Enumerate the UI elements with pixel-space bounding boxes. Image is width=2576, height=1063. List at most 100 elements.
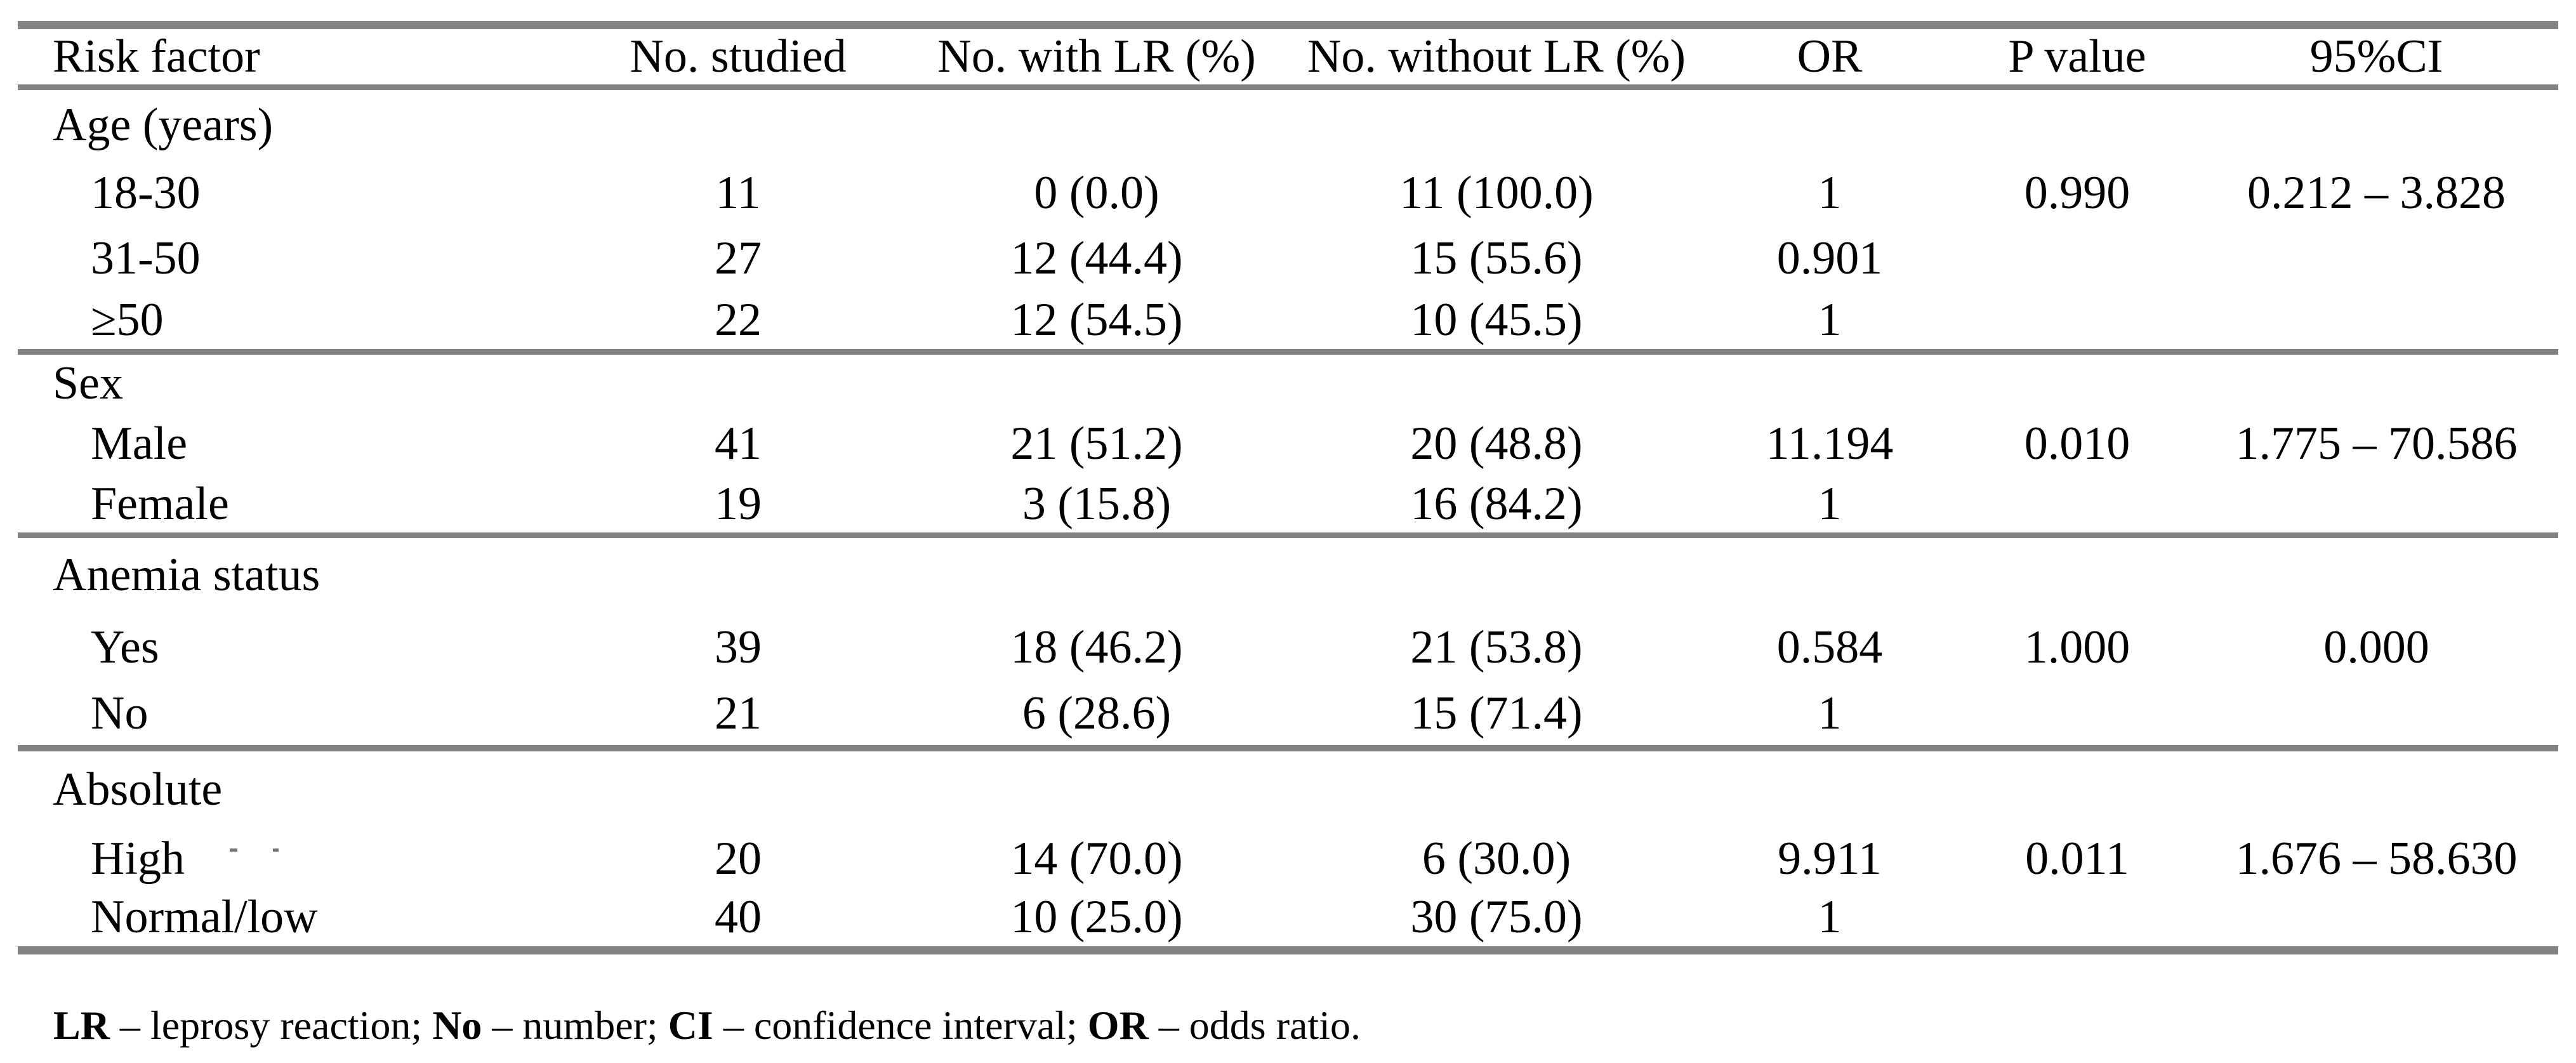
footnote-abbrev-no: No [432, 1003, 482, 1048]
cell-no-studied: 22 [715, 293, 762, 346]
cell-with-lr: 21 (51.2) [1010, 418, 1183, 470]
row-label: Normal/low [91, 891, 318, 944]
cell-without-lr: 16 (84.2) [1410, 477, 1583, 530]
table-row-age-18-30: 18-30 11 0 (0.0) 11 (100.0) 1 0.990 0.21… [18, 161, 2558, 226]
cell-or: 0.901 [1776, 232, 1883, 284]
cell-p-value [1960, 683, 2195, 748]
cell-without-lr: 6 (30.0) [1422, 832, 1571, 885]
cell-p-value: 0.010 [2024, 418, 2130, 470]
cell-no-studied: 21 [715, 687, 762, 739]
cell-without-lr: 10 (45.5) [1410, 293, 1583, 346]
row-label: 18-30 [91, 166, 201, 219]
cell-without-lr: 20 (48.8) [1410, 418, 1583, 470]
cell-or: 1 [1818, 477, 1842, 530]
row-label: 31-50 [91, 232, 201, 284]
section-header-anemia: Anemia status [18, 536, 2558, 613]
cell-p-value: 0.990 [2024, 166, 2130, 219]
cell-no-studied: 19 [715, 477, 762, 530]
cell-no-studied: 11 [715, 166, 761, 219]
cell-without-lr: 15 (71.4) [1410, 687, 1583, 739]
row-label: ≥50 [91, 293, 164, 346]
table-row-male: Male 41 21 (51.2) 20 (48.8) 11.194 0.010… [18, 413, 2558, 476]
section-label: Absolute [53, 763, 223, 815]
table-row-anemia-no: No 21 6 (28.6) 15 (71.4) 1 [18, 683, 2558, 748]
cell-95ci [2195, 683, 2558, 748]
cell-95ci: 0.212 – 3.828 [2247, 166, 2506, 219]
cell-95ci [2195, 291, 2558, 352]
footnote-abbrev-ci: CI [668, 1003, 713, 1048]
footnote-abbrev-or: OR [1087, 1003, 1149, 1048]
table-row-high: High 20 14 (70.0) 6 (30.0) 9.911 0.011 1… [18, 829, 2558, 889]
cell-95ci: 1.775 – 70.586 [2235, 418, 2518, 470]
cell-95ci: 0.000 [2323, 621, 2429, 673]
cell-with-lr: 10 (25.0) [1010, 891, 1183, 944]
cell-p-value [1960, 291, 2195, 352]
cell-p-value [1960, 226, 2195, 291]
cell-or: 11.194 [1766, 418, 1894, 470]
cell-95ci [2195, 889, 2558, 951]
cell-p-value: 1.000 [2024, 621, 2130, 673]
footnote-text: – confidence interval; [713, 1003, 1088, 1048]
table-footnote: LR – leprosy reaction; No – number; CI –… [53, 1000, 1361, 1051]
column-header-95ci: 95%CI [2309, 30, 2443, 83]
cell-or: 0.584 [1776, 621, 1883, 673]
table-row-age-ge50: ≥50 22 12 (54.5) 10 (45.5) 1 [18, 291, 2558, 352]
cell-without-lr: 15 (55.6) [1410, 232, 1583, 284]
cell-without-lr: 11 (100.0) [1399, 166, 1594, 219]
section-label: Sex [53, 357, 123, 409]
cell-no-studied: 40 [715, 891, 762, 944]
cell-95ci [2195, 226, 2558, 291]
table-row-age-31-50: 31-50 27 12 (44.4) 15 (55.6) 0.901 [18, 226, 2558, 291]
table-row-female: Female 19 3 (15.8) 16 (84.2) 1 [18, 476, 2558, 536]
cell-with-lr: 14 (70.0) [1010, 832, 1183, 885]
column-header-no-without-lr: No. without LR (%) [1307, 30, 1686, 83]
scan-artifact-mark [273, 848, 279, 852]
cell-95ci [2195, 476, 2558, 536]
cell-no-studied: 27 [715, 232, 762, 284]
cell-without-lr: 21 (53.8) [1410, 621, 1583, 673]
scan-artifact-mark [230, 848, 237, 852]
section-header-age: Age (years) [18, 88, 2558, 161]
cell-with-lr: 12 (44.4) [1010, 232, 1183, 284]
cell-without-lr: 30 (75.0) [1410, 891, 1583, 944]
cell-no-studied: 20 [715, 832, 762, 885]
column-header-no-with-lr: No. with LR (%) [937, 30, 1256, 83]
row-label: Male [91, 418, 188, 470]
section-label: Age (years) [53, 98, 274, 151]
footnote-text: – leprosy reaction; [109, 1003, 433, 1048]
cell-with-lr: 6 (28.6) [1022, 687, 1172, 739]
table-header-row: Risk factor No. studied No. with LR (%) … [18, 25, 2558, 88]
row-label: Yes [91, 621, 159, 673]
section-label: Anemia status [53, 549, 320, 602]
row-label: No [91, 687, 149, 739]
table-row-anemia-yes: Yes 39 18 (46.2) 21 (53.8) 0.584 1.000 0… [18, 613, 2558, 683]
risk-factor-table: Risk factor No. studied No. with LR (%) … [18, 21, 2558, 954]
column-header-or: OR [1797, 30, 1863, 83]
cell-with-lr: 3 (15.8) [1022, 477, 1172, 530]
column-header-no-studied: No. studied [630, 30, 847, 83]
footnote-abbrev-lr: LR [53, 1003, 110, 1048]
cell-or: 9.911 [1778, 832, 1882, 885]
cell-with-lr: 12 (54.5) [1010, 293, 1183, 346]
cell-p-value [1960, 476, 2195, 536]
section-header-sex: Sex [18, 352, 2558, 413]
table-row-normal-low: Normal/low 40 10 (25.0) 30 (75.0) 1 [18, 889, 2558, 951]
cell-p-value: 0.011 [2025, 832, 2129, 885]
column-header-risk-factor: Risk factor [53, 30, 260, 83]
footnote-text: – odds ratio. [1148, 1003, 1361, 1048]
footnote-text: – number; [482, 1003, 668, 1048]
row-label: High [91, 832, 185, 885]
row-label: Female [91, 477, 229, 530]
cell-95ci: 1.676 – 58.630 [2235, 832, 2518, 885]
section-header-absolute: Absolute [18, 748, 2558, 829]
cell-p-value [1960, 889, 2195, 951]
cell-or: 1 [1818, 687, 1842, 739]
cell-with-lr: 18 (46.2) [1010, 621, 1183, 673]
cell-no-studied: 41 [715, 418, 762, 470]
cell-or: 1 [1818, 166, 1842, 219]
cell-or: 1 [1818, 891, 1842, 944]
cell-or: 1 [1818, 293, 1842, 346]
cell-with-lr: 0 (0.0) [1034, 166, 1159, 219]
column-header-p-value: P value [2008, 30, 2146, 83]
